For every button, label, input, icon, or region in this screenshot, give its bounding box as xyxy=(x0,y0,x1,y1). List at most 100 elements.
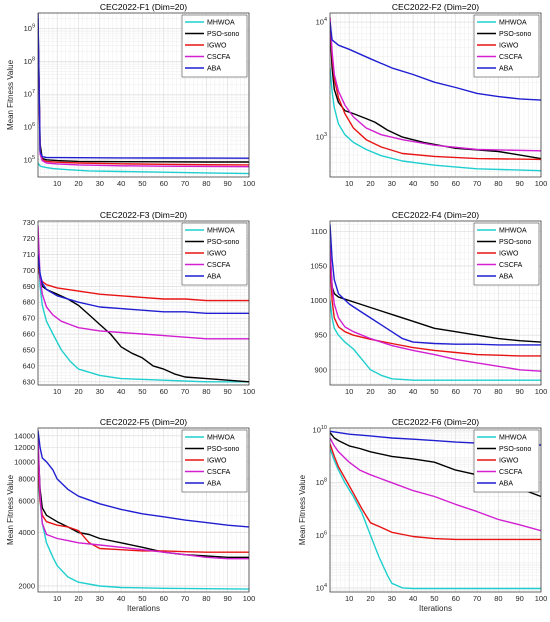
y-tick-label: 12000 xyxy=(14,443,35,452)
x-tick-label: 20 xyxy=(366,179,374,188)
legend-entry: PSO-sono xyxy=(207,446,239,453)
legend-box xyxy=(473,14,540,78)
x-tick-label: 50 xyxy=(138,387,146,396)
x-tick-label: 100 xyxy=(535,387,548,396)
chart-panel-6: 10 20 30 40 50 60 70 80 90 100 104 106 108 1010 CEC202… xyxy=(298,417,547,613)
chart-title: CEC2022-F4 (Dim=20) xyxy=(392,210,479,220)
legend: MHWOA PSO-sono IGWO CSCFA ABA xyxy=(473,14,540,78)
x-tick-label: 40 xyxy=(117,594,125,603)
legend-entry: ABA xyxy=(207,274,221,281)
x-tick-label: 90 xyxy=(224,594,232,603)
minor-grid xyxy=(330,428,541,592)
minor-grid xyxy=(38,13,249,177)
y-tick-label: 6000 xyxy=(18,497,35,506)
y-tick-label: 720 xyxy=(22,234,35,243)
chart-panel-3: 10 20 30 40 50 60 70 80 90 100 630 640 650 660 670 680 6… xyxy=(22,210,255,396)
x-tick-label: 20 xyxy=(74,387,82,396)
legend-box xyxy=(473,429,540,493)
series-line-igwo xyxy=(330,259,541,357)
x-tick-label: 80 xyxy=(494,594,502,603)
y-tick-label: 950 xyxy=(314,331,327,340)
chart-title: CEC2022-F2 (Dim=20) xyxy=(392,2,479,12)
series-line-mhwoa xyxy=(330,448,541,590)
chart-title: CEC2022-F3 (Dim=20) xyxy=(100,210,187,220)
legend-entry: PSO-sono xyxy=(207,31,239,38)
legend-entry: PSO-sono xyxy=(499,446,531,453)
x-tick-label: 40 xyxy=(409,387,417,396)
x-tick-label: 100 xyxy=(243,179,256,188)
x-tick-label: 100 xyxy=(243,387,256,396)
x-tick-label: 60 xyxy=(452,179,460,188)
x-tick-label: 70 xyxy=(473,387,481,396)
x-tick-label: 30 xyxy=(96,179,104,188)
chart-title: CEC2022-F1 (Dim=20) xyxy=(100,2,187,12)
legend-entry: CSCFA xyxy=(499,262,523,269)
y-tick-label: 108 xyxy=(316,478,327,488)
x-tick-label: 60 xyxy=(452,387,460,396)
legend: MHWOA PSO-sono IGWO CSCFA ABA xyxy=(473,429,540,493)
y-tick-label: 103 xyxy=(316,132,327,142)
series-line-cscfa xyxy=(330,17,541,152)
chart-panel-1: 10 20 30 40 50 60 70 80 90 100 105 106 107 108 109 CEC2… xyxy=(6,2,255,188)
legend-entry: MHWOA xyxy=(499,20,527,27)
x-tick-label: 30 xyxy=(388,179,396,188)
x-tick-label: 90 xyxy=(224,179,232,188)
axes-box xyxy=(329,220,542,386)
x-tick-label: 80 xyxy=(494,387,502,396)
x-tick-label: 50 xyxy=(430,179,438,188)
y-tick-label: 1050 xyxy=(310,261,327,270)
y-tick-label: 640 xyxy=(22,361,35,370)
series-line-igwo xyxy=(38,262,249,302)
legend-entry: MHWOA xyxy=(207,435,235,442)
x-tick-label: 80 xyxy=(494,179,502,188)
x-tick-label: 90 xyxy=(516,179,524,188)
x-tick-label: 60 xyxy=(160,387,168,396)
legend-entry: ABA xyxy=(499,66,513,73)
series-line-mhwoa xyxy=(38,162,249,175)
series-line-pso-sono xyxy=(38,18,249,163)
x-tick-label: 100 xyxy=(243,594,256,603)
series-line-mhwoa xyxy=(330,300,541,381)
y-tick-label: 660 xyxy=(22,330,35,339)
x-tick-label: 60 xyxy=(160,179,168,188)
series-line-pso-sono xyxy=(330,252,541,343)
series-line-cscfa xyxy=(330,245,541,372)
chart-title: CEC2022-F5 (Dim=20) xyxy=(100,417,187,427)
legend-entry: PSO-sono xyxy=(499,239,531,246)
x-tick-label: 20 xyxy=(366,387,374,396)
x-tick-label: 30 xyxy=(96,594,104,603)
x-tick-label: 40 xyxy=(117,387,125,396)
x-tick-label: 10 xyxy=(345,179,353,188)
legend-entry: ABA xyxy=(207,481,221,488)
series-line-cscfa xyxy=(330,437,541,532)
series-line-cscfa xyxy=(38,22,249,168)
legend-entry: IGWO xyxy=(499,458,519,465)
y-tick-label: 10000 xyxy=(14,457,35,466)
x-tick-label: 10 xyxy=(345,594,353,603)
x-tick-label: 40 xyxy=(117,179,125,188)
series-line-aba xyxy=(38,430,249,528)
y-tick-label: 680 xyxy=(22,298,35,307)
series-group xyxy=(330,224,541,381)
x-tick-label: 30 xyxy=(388,387,396,396)
legend-entry: IGWO xyxy=(499,43,519,50)
legend-entry: ABA xyxy=(499,274,513,281)
legend-entry: CSCFA xyxy=(207,262,231,269)
series-line-aba xyxy=(38,254,249,314)
series-line-mhwoa xyxy=(38,238,249,383)
legend-entry: CSCFA xyxy=(207,469,231,476)
x-tick-label: 30 xyxy=(96,387,104,396)
x-tick-label: 100 xyxy=(535,594,548,603)
y-tick-label: 105 xyxy=(24,155,35,165)
x-tick-label: 90 xyxy=(516,387,524,396)
legend-entry: PSO-sono xyxy=(207,239,239,246)
y-axis-label: Mean Fitness Value xyxy=(298,474,307,545)
y-tick-label: 670 xyxy=(22,314,35,323)
legend-entry: IGWO xyxy=(207,458,227,465)
legend-box xyxy=(181,429,248,493)
y-tick-label: 108 xyxy=(24,56,35,66)
legend-entry: IGWO xyxy=(207,43,227,50)
series-line-mhwoa xyxy=(330,67,541,172)
legend: MHWOA PSO-sono IGWO CSCFA ABA xyxy=(181,14,248,78)
legend-entry: MHWOA xyxy=(207,228,235,235)
